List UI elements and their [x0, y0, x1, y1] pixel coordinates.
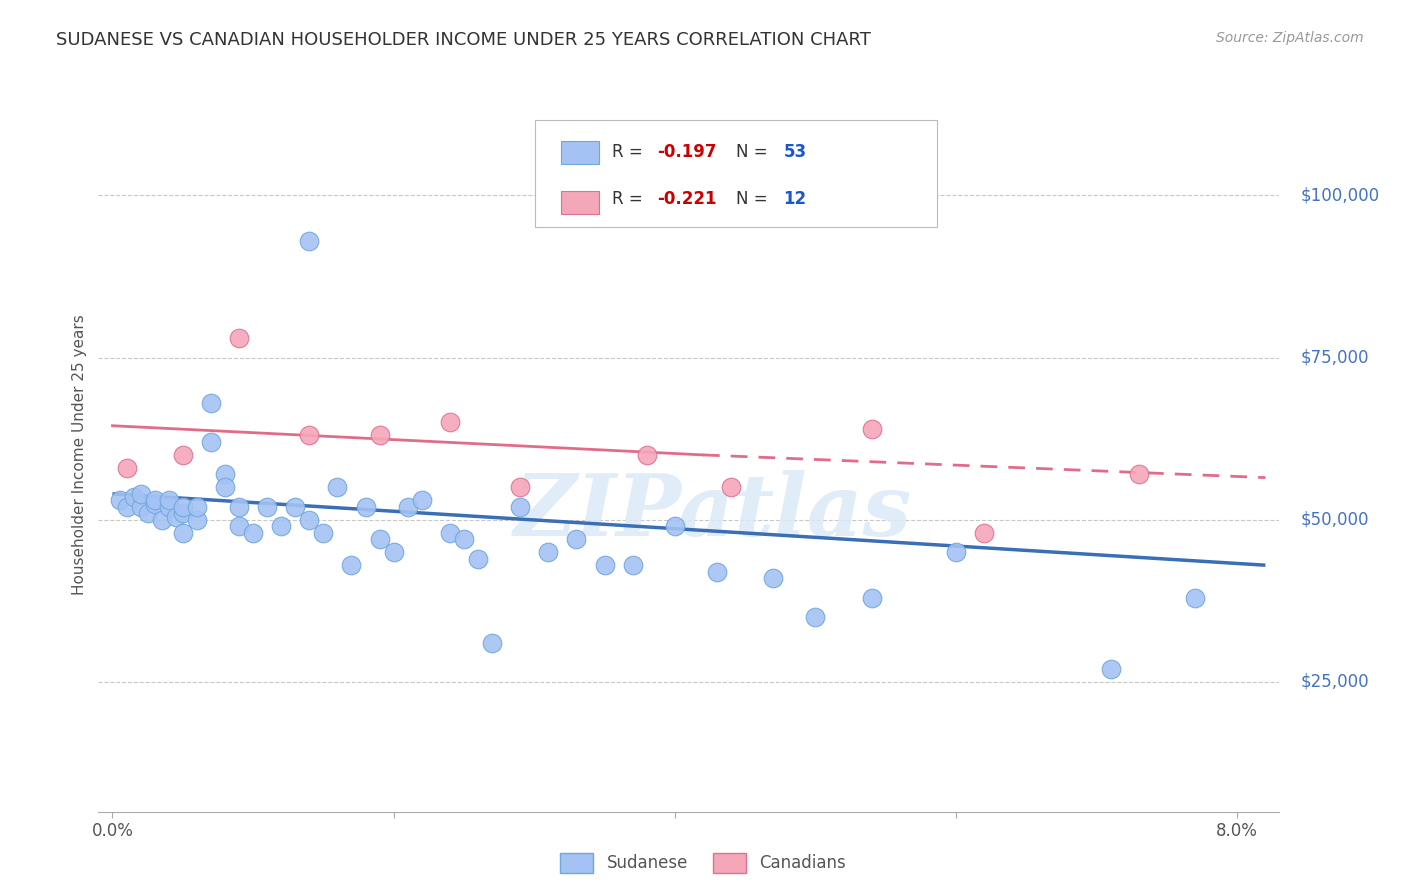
- Point: [860, 422, 883, 436]
- Point: [565, 533, 588, 547]
- Point: [150, 513, 173, 527]
- Text: $50,000: $50,000: [1301, 511, 1369, 529]
- Text: $25,000: $25,000: [1301, 673, 1369, 691]
- Point: [1099, 662, 1122, 676]
- FancyBboxPatch shape: [536, 120, 936, 227]
- Point: [312, 525, 335, 540]
- Point: [228, 331, 250, 345]
- Point: [122, 490, 145, 504]
- Text: $75,000: $75,000: [1301, 349, 1369, 367]
- Point: [228, 519, 250, 533]
- Point: [298, 234, 321, 248]
- Point: [509, 500, 531, 514]
- Point: [326, 480, 349, 494]
- Point: [143, 493, 166, 508]
- Text: R =: R =: [612, 190, 648, 208]
- Text: -0.197: -0.197: [657, 143, 717, 161]
- Point: [340, 558, 363, 573]
- Point: [256, 500, 278, 514]
- Point: [467, 551, 489, 566]
- Text: $100,000: $100,000: [1301, 186, 1379, 204]
- Point: [228, 500, 250, 514]
- Point: [242, 525, 264, 540]
- Point: [186, 513, 208, 527]
- Text: -0.221: -0.221: [657, 190, 717, 208]
- Point: [298, 513, 321, 527]
- Point: [509, 480, 531, 494]
- Point: [200, 396, 222, 410]
- FancyBboxPatch shape: [561, 191, 599, 214]
- Point: [368, 533, 391, 547]
- Point: [860, 591, 883, 605]
- Point: [720, 480, 742, 494]
- Text: Source: ZipAtlas.com: Source: ZipAtlas.com: [1216, 31, 1364, 45]
- Point: [129, 500, 152, 514]
- Point: [1128, 467, 1150, 482]
- Point: [537, 545, 560, 559]
- Point: [214, 467, 236, 482]
- Point: [270, 519, 292, 533]
- Point: [973, 525, 995, 540]
- Point: [172, 500, 194, 514]
- Point: [298, 428, 321, 442]
- Point: [108, 493, 131, 508]
- Point: [172, 506, 194, 520]
- Point: [382, 545, 405, 559]
- Point: [115, 461, 138, 475]
- Point: [945, 545, 967, 559]
- Point: [172, 448, 194, 462]
- Point: [636, 448, 658, 462]
- Point: [214, 480, 236, 494]
- Text: R =: R =: [612, 143, 648, 161]
- Legend: Sudanese, Canadians: Sudanese, Canadians: [553, 847, 853, 880]
- Point: [453, 533, 475, 547]
- Point: [115, 500, 138, 514]
- Text: 53: 53: [783, 143, 807, 161]
- Point: [186, 500, 208, 514]
- Point: [165, 509, 187, 524]
- Point: [411, 493, 433, 508]
- Point: [157, 493, 180, 508]
- Point: [157, 500, 180, 514]
- Text: N =: N =: [737, 190, 773, 208]
- Point: [354, 500, 377, 514]
- Point: [481, 636, 503, 650]
- Point: [621, 558, 644, 573]
- Point: [439, 416, 461, 430]
- Point: [664, 519, 686, 533]
- Text: N =: N =: [737, 143, 773, 161]
- Point: [143, 497, 166, 511]
- Point: [129, 487, 152, 501]
- Point: [804, 610, 827, 624]
- Point: [368, 428, 391, 442]
- Text: SUDANESE VS CANADIAN HOUSEHOLDER INCOME UNDER 25 YEARS CORRELATION CHART: SUDANESE VS CANADIAN HOUSEHOLDER INCOME …: [56, 31, 872, 49]
- Y-axis label: Householder Income Under 25 years: Householder Income Under 25 years: [72, 315, 87, 595]
- Point: [200, 434, 222, 449]
- Point: [396, 500, 419, 514]
- Point: [1184, 591, 1206, 605]
- FancyBboxPatch shape: [561, 141, 599, 164]
- Point: [762, 571, 785, 585]
- Text: ZIPatlas: ZIPatlas: [513, 470, 911, 554]
- Point: [284, 500, 307, 514]
- Text: 12: 12: [783, 190, 807, 208]
- Point: [439, 525, 461, 540]
- Point: [172, 525, 194, 540]
- Point: [706, 565, 728, 579]
- Point: [136, 506, 159, 520]
- Point: [593, 558, 616, 573]
